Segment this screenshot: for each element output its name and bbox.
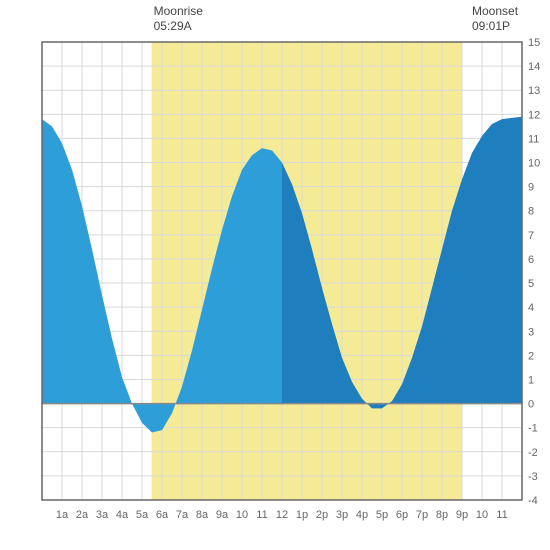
svg-text:8: 8 — [528, 206, 534, 218]
svg-text:7p: 7p — [416, 509, 428, 521]
svg-text:14: 14 — [528, 61, 540, 73]
moonset-label: Moonset 09:01P — [472, 4, 518, 34]
svg-text:-3: -3 — [528, 471, 538, 483]
svg-text:8a: 8a — [196, 509, 209, 521]
svg-text:10: 10 — [476, 509, 488, 521]
svg-text:1a: 1a — [56, 509, 69, 521]
svg-text:11: 11 — [496, 509, 507, 521]
svg-text:15: 15 — [528, 37, 540, 49]
svg-text:1p: 1p — [296, 509, 308, 521]
svg-text:12: 12 — [276, 509, 288, 521]
svg-text:7a: 7a — [176, 509, 189, 521]
moonrise-label: Moonrise 05:29A — [154, 4, 203, 34]
svg-text:5a: 5a — [136, 509, 149, 521]
svg-text:5: 5 — [528, 278, 534, 290]
svg-text:10: 10 — [236, 509, 248, 521]
svg-text:11: 11 — [528, 133, 539, 145]
svg-text:9: 9 — [528, 182, 534, 194]
svg-text:11: 11 — [256, 509, 267, 521]
svg-text:12: 12 — [528, 109, 540, 121]
moonset-title: Moonset — [472, 4, 518, 19]
svg-text:8p: 8p — [436, 509, 448, 521]
svg-text:3p: 3p — [336, 509, 348, 521]
tide-chart: -4-3-2-101234567891011121314151a2a3a4a5a… — [0, 0, 550, 550]
svg-text:-1: -1 — [528, 423, 538, 435]
svg-text:2p: 2p — [316, 509, 328, 521]
svg-text:4a: 4a — [116, 509, 129, 521]
svg-text:10: 10 — [528, 158, 540, 170]
svg-text:1: 1 — [528, 374, 534, 386]
svg-text:9a: 9a — [216, 509, 229, 521]
svg-text:9p: 9p — [456, 509, 468, 521]
moonset-time: 09:01P — [472, 19, 518, 34]
svg-text:2: 2 — [528, 350, 534, 362]
moonrise-title: Moonrise — [154, 4, 203, 19]
svg-text:6: 6 — [528, 254, 534, 266]
svg-text:4p: 4p — [356, 509, 368, 521]
svg-text:3: 3 — [528, 326, 534, 338]
svg-text:7: 7 — [528, 230, 534, 242]
svg-text:6a: 6a — [156, 509, 169, 521]
svg-text:13: 13 — [528, 85, 540, 97]
moonrise-time: 05:29A — [154, 19, 203, 34]
svg-text:0: 0 — [528, 399, 534, 411]
svg-text:5p: 5p — [376, 509, 388, 521]
svg-text:3a: 3a — [96, 509, 109, 521]
svg-text:-2: -2 — [528, 447, 538, 459]
svg-text:2a: 2a — [76, 509, 89, 521]
svg-text:-4: -4 — [528, 495, 538, 507]
svg-text:6p: 6p — [396, 509, 408, 521]
svg-text:4: 4 — [528, 302, 534, 314]
